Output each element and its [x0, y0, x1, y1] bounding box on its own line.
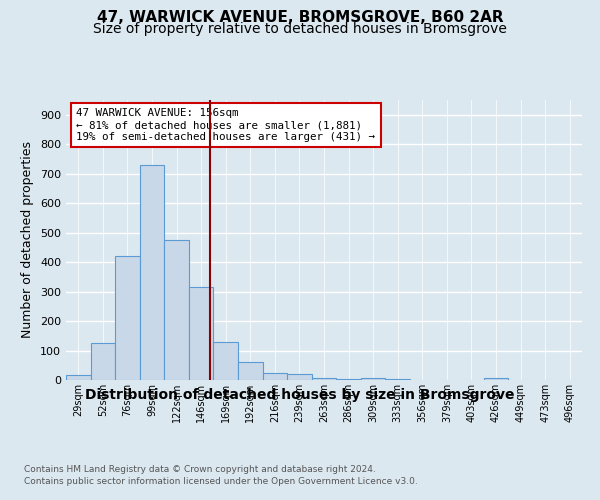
- Text: 47, WARWICK AVENUE, BROMSGROVE, B60 2AR: 47, WARWICK AVENUE, BROMSGROVE, B60 2AR: [97, 10, 503, 25]
- Bar: [164, 240, 189, 380]
- Bar: [238, 362, 263, 380]
- Text: Size of property relative to detached houses in Bromsgrove: Size of property relative to detached ho…: [93, 22, 507, 36]
- Bar: [115, 256, 140, 380]
- Text: Contains HM Land Registry data © Crown copyright and database right 2024.: Contains HM Land Registry data © Crown c…: [24, 465, 376, 474]
- Bar: [336, 378, 361, 380]
- Bar: [385, 378, 410, 380]
- Y-axis label: Number of detached properties: Number of detached properties: [22, 142, 34, 338]
- Text: Distribution of detached houses by size in Bromsgrove: Distribution of detached houses by size …: [85, 388, 515, 402]
- Bar: [140, 165, 164, 380]
- Bar: [214, 342, 238, 380]
- Bar: [91, 343, 115, 380]
- Text: 47 WARWICK AVENUE: 156sqm
← 81% of detached houses are smaller (1,881)
19% of se: 47 WARWICK AVENUE: 156sqm ← 81% of detac…: [76, 108, 376, 142]
- Bar: [189, 287, 214, 380]
- Bar: [484, 378, 508, 380]
- Bar: [361, 378, 385, 380]
- Bar: [263, 372, 287, 380]
- Text: Contains public sector information licensed under the Open Government Licence v3: Contains public sector information licen…: [24, 478, 418, 486]
- Bar: [66, 374, 91, 380]
- Bar: [312, 378, 336, 380]
- Bar: [287, 374, 312, 380]
